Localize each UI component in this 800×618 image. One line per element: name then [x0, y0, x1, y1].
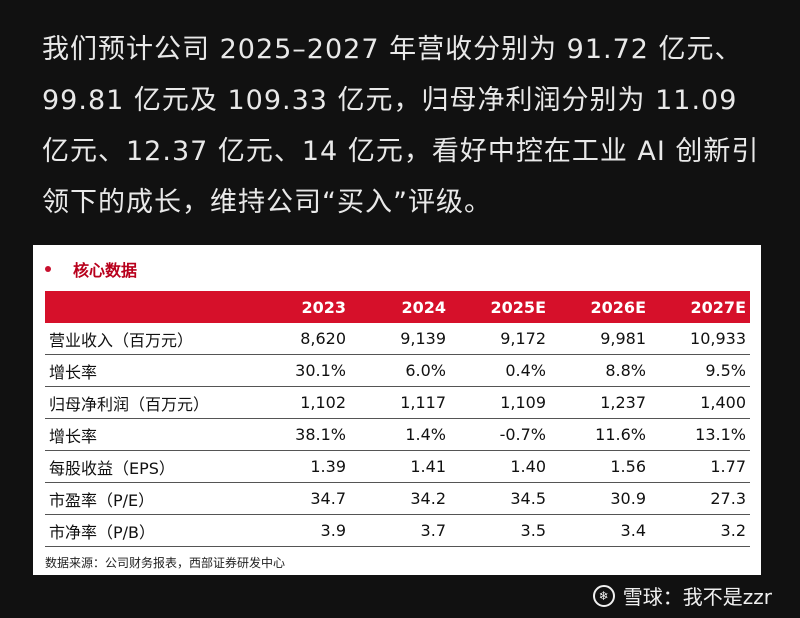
table-cell: 1,400 — [650, 386, 750, 419]
table-row-pe: 市盈率（P/E） 34.7 34.2 34.5 30.9 27.3 — [45, 482, 750, 515]
table-cell: 1.40 — [450, 450, 550, 483]
table-cell: 1,109 — [450, 386, 550, 419]
table-cell: 3.5 — [450, 514, 550, 547]
data-source-note: 数据来源：公司财务报表，西部证券研发中心 — [45, 556, 286, 570]
watermark-separator: ： — [662, 585, 683, 609]
table-cell: 9,139 — [350, 323, 450, 355]
table-cell: 30.9 — [550, 482, 650, 515]
watermark-author: 我不是zzr — [682, 585, 772, 609]
table-cell: 13.1% — [650, 418, 750, 451]
table-cell: 38.1% — [250, 418, 350, 451]
row-label: 归母净利润（百万元） — [45, 386, 250, 419]
header-cell-2023: 2023 — [250, 291, 350, 323]
table-cell: 1.4% — [350, 418, 450, 451]
table-cell: 11.6% — [550, 418, 650, 451]
watermark-brand: 雪球 — [622, 585, 663, 609]
table-row-eps: 每股收益（EPS） 1.39 1.41 1.40 1.56 1.77 — [45, 450, 750, 483]
table-cell: 30.1% — [250, 354, 350, 387]
table-row-revenue-growth: 增长率 30.1% 6.0% 0.4% 8.8% 9.5% — [45, 354, 750, 387]
table-cell: 3.4 — [550, 514, 650, 547]
table-cell: 1.41 — [350, 450, 450, 483]
table-cell: 34.2 — [350, 482, 450, 515]
table-cell: 34.5 — [450, 482, 550, 515]
row-label: 市净率（P/B） — [45, 514, 250, 547]
table-cell: 9,981 — [550, 323, 650, 355]
table-cell: 10,933 — [650, 323, 750, 355]
table-cell: 8.8% — [550, 354, 650, 387]
table-header-row: 2023 2024 2025E 2026E 2027E — [45, 291, 750, 323]
table-row-net-profit: 归母净利润（百万元） 1,102 1,117 1,109 1,237 1,400 — [45, 386, 750, 419]
row-label: 增长率 — [45, 354, 250, 387]
card-title-text: 核心数据 — [73, 261, 138, 280]
row-label: 每股收益（EPS） — [45, 450, 250, 483]
row-label: 营业收入（百万元） — [45, 323, 250, 355]
table-cell: 9,172 — [450, 323, 550, 355]
table-cell: 1,237 — [550, 386, 650, 419]
table-cell: 27.3 — [650, 482, 750, 515]
table-cell: 1,117 — [350, 386, 450, 419]
table-cell: 1.77 — [650, 450, 750, 483]
core-data-card: 核心数据 2023 2024 2025E 2026E 2027E 营业收入（百万… — [33, 245, 761, 575]
table-cell: 0.4% — [450, 354, 550, 387]
header-cell-2025e: 2025E — [450, 291, 550, 323]
table-cell: -0.7% — [450, 418, 550, 451]
table-cell: 3.2 — [650, 514, 750, 547]
table-row-pb: 市净率（P/B） 3.9 3.7 3.5 3.4 3.2 — [45, 514, 750, 547]
post-paragraph: 我们预计公司 2025–2027 年营收分别为 91.72 亿元、99.81 亿… — [42, 34, 760, 218]
table-cell: 8,620 — [250, 323, 350, 355]
header-cell-empty — [45, 291, 250, 323]
table-cell: 3.9 — [250, 514, 350, 547]
core-data-table: 2023 2024 2025E 2026E 2027E 营业收入（百万元） 8,… — [45, 291, 750, 547]
table-cell: 1,102 — [250, 386, 350, 419]
xueqiu-watermark: ❄ 雪球 ： 我不是zzr — [592, 581, 772, 610]
snowball-logo-icon: ❄ — [592, 584, 615, 607]
table-row-profit-growth: 增长率 38.1% 1.4% -0.7% 11.6% 13.1% — [45, 418, 750, 451]
header-cell-2024: 2024 — [350, 291, 450, 323]
header-cell-2027e: 2027E — [650, 291, 750, 323]
table-cell: 9.5% — [650, 354, 750, 387]
header-cell-2026e: 2026E — [550, 291, 650, 323]
table-row-revenue: 营业收入（百万元） 8,620 9,139 9,172 9,981 10,933 — [45, 323, 750, 355]
bullet-icon — [45, 266, 51, 272]
table-cell: 1.56 — [550, 450, 650, 483]
table-cell: 3.7 — [350, 514, 450, 547]
table-cell: 1.39 — [250, 450, 350, 483]
table-cell: 6.0% — [350, 354, 450, 387]
card-title: 核心数据 — [45, 257, 137, 281]
table-cell: 34.7 — [250, 482, 350, 515]
row-label: 市盈率（P/E） — [45, 482, 250, 515]
row-label: 增长率 — [45, 418, 250, 451]
